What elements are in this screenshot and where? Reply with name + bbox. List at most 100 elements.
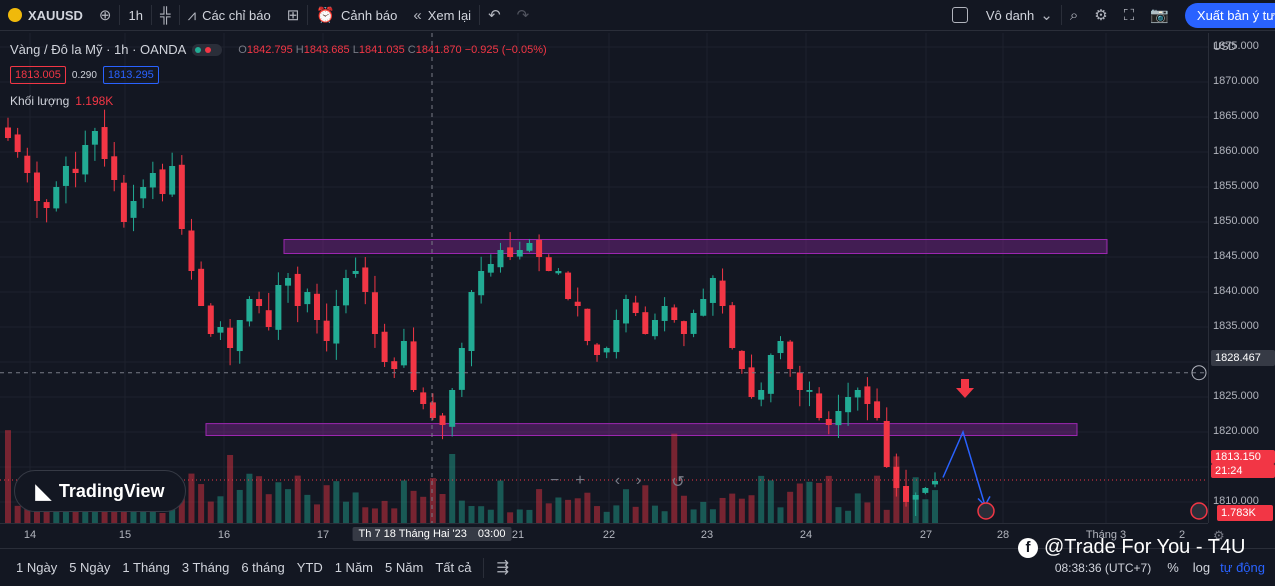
publish-button[interactable]: Xuất bản ý tư — [1184, 2, 1275, 28]
indicators-label: Các chỉ báo — [202, 7, 271, 23]
candle — [642, 312, 649, 334]
clock[interactable]: 08:38:36 (UTC+7) — [1054, 560, 1152, 575]
symbol-title: Vàng / Đô la Mỹ · 1h · OANDA — [10, 42, 187, 57]
time-label: 23 — [700, 529, 714, 541]
candle — [932, 481, 938, 485]
candle — [738, 350, 745, 369]
symbol-search[interactable]: XAUUSD — [0, 0, 91, 31]
log-toggle[interactable]: log — [1192, 560, 1211, 575]
cursor-time: 03:00 — [477, 528, 506, 540]
volume-bar — [748, 495, 755, 523]
top-toolbar: XAUUSD ⊕ 1h ╬ ⩘ Các chỉ báo ⊞ ⏰ Cảnh báo… — [0, 0, 1275, 31]
snapshot-button[interactable]: 📷 — [1142, 0, 1177, 31]
range-1m[interactable]: 1 Tháng — [122, 560, 170, 575]
reset-chart-button[interactable]: ↺ — [671, 474, 685, 491]
scroll-left-button[interactable]: ‹ — [614, 472, 621, 489]
range-all[interactable]: Tất cả — [435, 560, 472, 575]
candle — [275, 285, 282, 330]
currency-selector[interactable]: USD — [1213, 41, 1237, 53]
candle — [410, 341, 417, 390]
watermark-text: @Trade For You - T4U — [1044, 536, 1246, 558]
high-value: 1843.685 — [303, 43, 350, 56]
range-1y[interactable]: 1 Năm — [334, 560, 374, 575]
volume-bar — [275, 482, 282, 523]
zoom-in-button[interactable]: + — [575, 472, 585, 489]
candle — [478, 271, 485, 296]
layout-label: Vô danh — [985, 7, 1035, 23]
goto-date-icon[interactable]: ⇶ — [496, 559, 510, 576]
volume-bar — [478, 506, 485, 523]
scroll-right-button[interactable]: › — [636, 472, 642, 489]
candle — [178, 164, 185, 229]
percent-toggle[interactable]: % — [1167, 560, 1179, 575]
price-chart[interactable] — [0, 33, 1208, 523]
volume-label: Khối lượng — [10, 94, 70, 108]
volume-bar — [932, 490, 938, 523]
chart-pane[interactable] — [0, 33, 1208, 523]
candle — [323, 320, 330, 341]
range-5y[interactable]: 5 Năm — [385, 560, 424, 575]
down-arrow-marker — [956, 379, 974, 398]
volume-bar — [178, 496, 185, 523]
sell-button[interactable]: 1813.005 — [10, 66, 66, 84]
plus-circle-icon: ⊕ — [98, 6, 112, 24]
candle — [140, 187, 147, 199]
zoom-out-button[interactable]: − — [550, 472, 560, 489]
candle — [854, 390, 861, 398]
indicators-button[interactable]: ⩘ Các chỉ báo — [180, 0, 279, 31]
range-6m[interactable]: 6 tháng — [241, 560, 285, 575]
quick-search-button[interactable]: ⌕ — [1062, 0, 1086, 31]
volume-bar — [594, 506, 601, 523]
volume-bar — [294, 475, 301, 523]
layout-button[interactable]: Vô danh ⌄ — [944, 0, 1061, 31]
templates-button[interactable]: ⊞ — [279, 0, 308, 31]
camera-icon: 📷 — [1150, 6, 1169, 24]
volume-bar — [304, 494, 311, 523]
low-value: 1841.035 — [358, 43, 405, 56]
range-5d[interactable]: 5 Ngày — [69, 560, 111, 575]
range-ytd[interactable]: YTD — [296, 560, 323, 575]
fullscreen-icon: ⛶ — [1123, 6, 1135, 24]
candle — [314, 293, 320, 320]
volume-bar — [391, 508, 398, 523]
buy-button[interactable]: 1813.295 — [102, 66, 159, 84]
volume-bar — [835, 507, 842, 523]
market-status-toggle[interactable] — [192, 43, 223, 56]
redo-button[interactable]: ↷ — [509, 0, 538, 31]
time-axis[interactable]: 14 15 16 17 21 22 23 24 27 28 Tháng 3 2 … — [0, 523, 1208, 548]
candle — [719, 280, 726, 306]
tradingview-logo[interactable]: ◣ TradingView — [14, 470, 186, 512]
price-tick-label: 1845.000 — [1213, 250, 1259, 262]
candle — [256, 299, 263, 306]
price-axis[interactable]: USD 1875.000 1870.000 1865.000 1860.000 1855… — [1208, 33, 1275, 523]
volume-bar — [169, 506, 176, 523]
undo-button[interactable]: ↶ — [480, 0, 509, 31]
settings-button[interactable]: ⚙ — [1086, 0, 1115, 31]
range-1d[interactable]: 1 Ngày — [16, 560, 58, 575]
bottom-toolbar: 1 Ngày 5 Ngày 1 Tháng 3 Tháng 6 tháng YT… — [0, 548, 1275, 586]
candle — [333, 306, 340, 344]
candle — [526, 243, 533, 251]
interval-button[interactable]: 1h — [120, 0, 150, 31]
layout-square-icon — [951, 7, 968, 23]
volume-bar — [265, 494, 272, 523]
price-tick-label: 1870.000 — [1213, 75, 1259, 87]
supply-demand-zone — [205, 423, 1078, 437]
volume-bar — [777, 507, 784, 523]
candle — [304, 292, 311, 305]
volume-bar — [439, 494, 446, 523]
rewind-icon: « — [413, 6, 422, 24]
candle — [14, 134, 21, 152]
alert-button[interactable]: ⏰ Cảnh báo — [308, 0, 405, 31]
fullscreen-button[interactable]: ⛶ — [1116, 0, 1143, 31]
replay-button[interactable]: « Xem lại — [405, 0, 479, 31]
symbol-label: XAUUSD — [28, 7, 83, 23]
chart-type-button[interactable]: ╬ — [152, 0, 179, 31]
replay-label: Xem lại — [427, 7, 472, 23]
volume-bar — [333, 481, 340, 523]
crosshair-price-tag: 1828.467 — [1211, 350, 1275, 366]
axis-settings-icon[interactable]: ⚙ — [1213, 528, 1225, 543]
compare-button[interactable]: ⊕ — [91, 0, 120, 31]
auto-scale-toggle[interactable]: tự động — [1220, 560, 1265, 575]
range-3m[interactable]: 3 Tháng — [181, 560, 230, 575]
